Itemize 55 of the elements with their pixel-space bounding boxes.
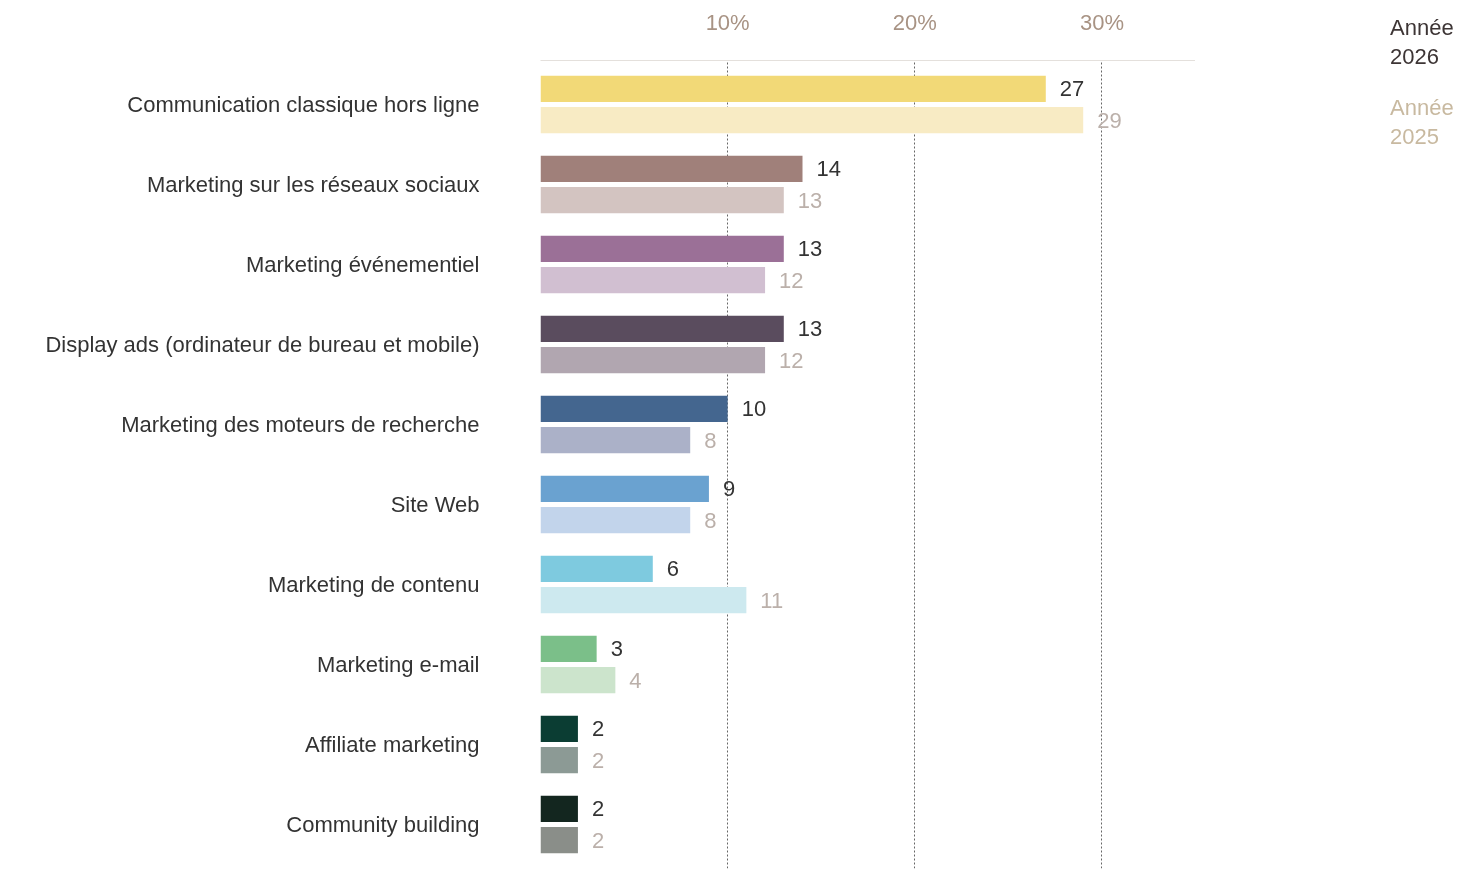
data-label: 8 <box>704 427 717 453</box>
data-label: 12 <box>779 347 804 373</box>
data-label: 2 <box>591 716 605 742</box>
y-tick-label: Site Web <box>390 492 480 517</box>
bar <box>540 666 616 694</box>
data-label: 2 <box>591 827 605 853</box>
bar <box>540 395 728 423</box>
data-label: 13 <box>797 187 823 213</box>
y-tick-label: Marketing des moteurs de recherche <box>121 412 480 437</box>
bar <box>540 315 784 343</box>
data-label: 8 <box>704 507 717 533</box>
data-label: 2 <box>591 747 605 773</box>
bar <box>540 426 691 454</box>
x-tick-label: 20% <box>892 9 937 35</box>
bar <box>540 746 578 774</box>
bar <box>540 155 803 183</box>
data-label: 2 <box>591 796 605 822</box>
bar <box>540 106 1084 134</box>
data-label: 9 <box>722 476 736 502</box>
bar <box>540 75 1046 103</box>
y-tick-label: Marketing événementiel <box>245 252 480 277</box>
data-label: 4 <box>629 667 642 693</box>
bar <box>540 826 578 854</box>
data-label: 27 <box>1059 76 1085 102</box>
y-tick-label: Marketing de contenu <box>267 572 480 597</box>
data-label: 29 <box>1097 107 1122 133</box>
data-label: 3 <box>610 636 623 662</box>
data-label: 6 <box>666 556 680 582</box>
data-label: 14 <box>816 156 841 182</box>
bar <box>540 795 578 823</box>
x-tick-label: 30% <box>1079 9 1124 35</box>
bar <box>540 715 578 743</box>
data-label: 13 <box>797 316 823 342</box>
bar <box>540 635 597 663</box>
bar <box>540 475 709 503</box>
bar <box>540 235 784 263</box>
data-label: 12 <box>779 267 804 293</box>
y-tick-label: Community building <box>286 812 480 837</box>
bar <box>540 266 766 294</box>
data-label: 11 <box>760 587 784 613</box>
y-tick-label: Affiliate marketing <box>305 732 480 757</box>
bar <box>540 346 766 374</box>
data-label: 10 <box>741 396 767 422</box>
bar <box>540 555 653 583</box>
x-tick-label: 10% <box>705 9 750 35</box>
text: Année 2026 <box>1390 14 1455 71</box>
y-tick-label: Communication classique hors ligne <box>127 92 480 117</box>
y-tick-label: Marketing e-mail <box>316 652 480 677</box>
bar <box>540 506 691 534</box>
bar <box>540 586 747 614</box>
bar <box>540 186 784 214</box>
data-label: 13 <box>797 236 823 262</box>
text: Année 2025 <box>1390 94 1455 151</box>
y-tick-label: Marketing sur les réseaux sociaux <box>146 172 480 197</box>
y-tick-label: Display ads (ordinateur de bureau et mobile) <box>45 332 480 357</box>
